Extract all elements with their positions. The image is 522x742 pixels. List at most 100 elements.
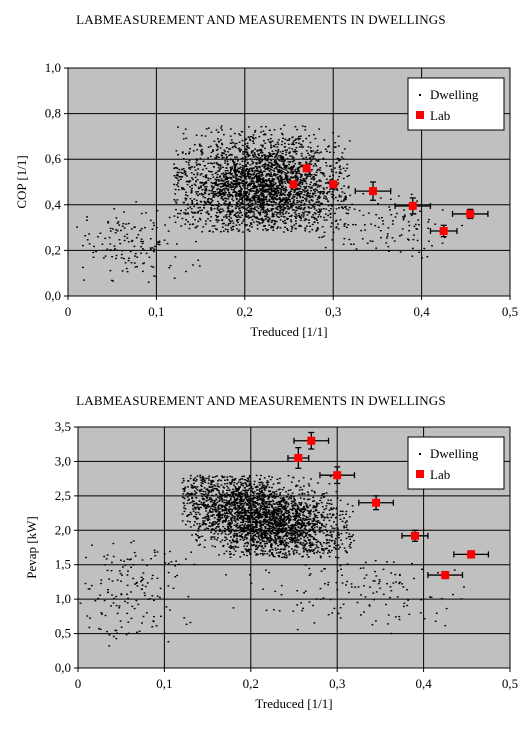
dwelling-point	[227, 501, 230, 503]
dwelling-point	[205, 175, 207, 178]
dwelling-point	[201, 189, 204, 191]
dwelling-point	[210, 538, 213, 540]
dwelling-point	[257, 509, 259, 511]
dwelling-point	[233, 548, 235, 550]
dwelling-point	[230, 227, 232, 229]
dwelling-point	[441, 242, 444, 244]
dwelling-point	[272, 215, 275, 218]
dwelling-point	[268, 530, 270, 533]
dwelling-point	[323, 235, 325, 237]
dwelling-point	[323, 219, 326, 221]
dwelling-point	[339, 219, 342, 221]
dwelling-point	[335, 208, 338, 210]
dwelling-point	[192, 178, 194, 181]
dwelling-point	[224, 515, 226, 517]
dwelling-point	[229, 483, 232, 485]
dwelling-point	[286, 228, 288, 230]
dwelling-point	[287, 512, 289, 514]
dwelling-point	[240, 202, 243, 204]
dwelling-point	[238, 488, 240, 490]
dwelling-point	[344, 195, 347, 197]
dwelling-point	[286, 200, 289, 202]
dwelling-point	[286, 532, 288, 534]
dwelling-point	[129, 250, 132, 253]
dwelling-point	[173, 183, 176, 186]
dwelling-point	[317, 168, 320, 170]
dwelling-point	[294, 189, 297, 191]
dwelling-point	[362, 214, 365, 217]
dwelling-point	[235, 164, 237, 166]
dwelling-point	[177, 126, 179, 128]
dwelling-point	[273, 213, 275, 216]
dwelling-point	[250, 208, 253, 210]
dwelling-point	[234, 530, 237, 532]
dwelling-point	[254, 216, 257, 218]
dwelling-point	[223, 202, 226, 205]
dwelling-point	[281, 507, 284, 509]
dwelling-point	[289, 190, 292, 193]
dwelling-point	[341, 513, 344, 516]
dwelling-point	[310, 478, 312, 480]
dwelling-point	[306, 551, 309, 553]
dwelling-point	[217, 192, 220, 194]
dwelling-point	[227, 151, 229, 153]
dwelling-point	[260, 209, 263, 211]
dwelling-point	[233, 536, 236, 538]
dwelling-point	[228, 508, 231, 510]
dwelling-point	[218, 511, 221, 513]
dwelling-point	[248, 177, 250, 179]
dwelling-point	[277, 149, 280, 151]
dwelling-point	[192, 503, 195, 505]
dwelling-point	[203, 517, 206, 519]
dwelling-point	[247, 510, 249, 512]
dwelling-point	[227, 185, 229, 187]
dwelling-point	[199, 525, 202, 527]
dwelling-point	[307, 512, 310, 515]
dwelling-point	[279, 192, 282, 194]
x-tick-label: 0,5	[502, 676, 518, 691]
dwelling-point	[157, 243, 159, 245]
dwelling-point	[305, 218, 308, 221]
dwelling-point	[251, 490, 253, 492]
dwelling-point	[343, 198, 346, 200]
dwelling-point	[305, 163, 308, 165]
dwelling-point	[184, 174, 187, 176]
dwelling-point	[230, 517, 232, 519]
dwelling-point	[277, 139, 280, 141]
dwelling-point	[299, 541, 302, 544]
dwelling-point	[267, 204, 270, 206]
dwelling-point	[299, 137, 301, 140]
dwelling-point	[151, 228, 154, 230]
dwelling-point	[256, 176, 258, 179]
dwelling-point	[324, 526, 327, 528]
dwelling-point	[188, 159, 191, 162]
dwelling-point	[263, 494, 266, 496]
dwelling-point	[263, 488, 266, 490]
dwelling-point	[403, 215, 406, 218]
dwelling-point	[266, 501, 268, 503]
dwelling-point	[262, 202, 264, 204]
dwelling-point	[289, 530, 292, 532]
dwelling-point	[250, 190, 253, 192]
dwelling-point	[211, 486, 214, 488]
dwelling-point	[310, 207, 313, 209]
dwelling-point	[259, 543, 262, 545]
dwelling-point	[315, 230, 318, 232]
dwelling-point	[214, 172, 217, 175]
dwelling-point	[236, 508, 238, 510]
dwelling-point	[202, 226, 205, 228]
dwelling-point	[242, 504, 245, 507]
dwelling-point	[315, 174, 317, 176]
dwelling-point	[282, 549, 285, 551]
dwelling-point	[120, 257, 123, 259]
dwelling-point	[270, 227, 273, 229]
dwelling-point	[312, 505, 315, 507]
dwelling-point	[212, 149, 214, 151]
dwelling-point	[262, 554, 264, 556]
dwelling-point	[292, 176, 294, 178]
dwelling-point	[313, 177, 316, 179]
dwelling-point	[142, 248, 144, 250]
dwelling-point	[238, 184, 240, 186]
dwelling-point	[268, 180, 271, 182]
